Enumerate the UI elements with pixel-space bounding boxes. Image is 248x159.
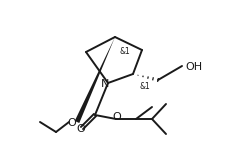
Text: OH: OH xyxy=(185,62,202,72)
Polygon shape xyxy=(75,37,115,123)
Text: &1: &1 xyxy=(119,47,130,56)
Text: &1: &1 xyxy=(139,82,150,91)
Text: O: O xyxy=(113,112,121,122)
Text: N: N xyxy=(101,79,109,89)
Text: O: O xyxy=(68,118,76,128)
Text: O: O xyxy=(77,124,85,134)
